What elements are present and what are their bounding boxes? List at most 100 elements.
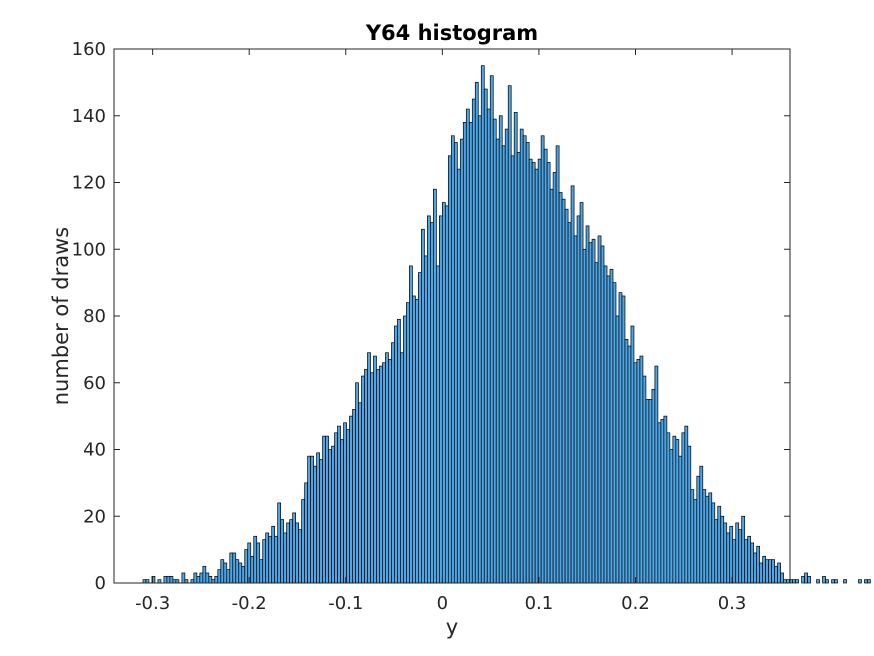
histogram-bar [633, 362, 638, 584]
histogram-bar [684, 425, 689, 584]
histogram-bar [259, 559, 264, 584]
y-tick-label: 0 [95, 573, 106, 594]
histogram-bar [777, 562, 781, 584]
histogram-bar [807, 575, 811, 584]
histogram-bar [609, 268, 614, 584]
histogram-bar [795, 579, 799, 584]
histogram-bar [456, 168, 461, 584]
histogram-bar [265, 532, 270, 584]
histogram-bar [477, 115, 482, 584]
histogram-bar [373, 355, 377, 584]
histogram-bar [753, 552, 758, 584]
histogram-bar [430, 222, 434, 584]
chart-title: Y64 histogram [365, 21, 538, 45]
histogram-bar [163, 575, 168, 584]
histogram-bar [771, 559, 775, 584]
histogram-bar [157, 579, 162, 584]
y-axis-ticks: 0 20 40 60 80 100 120 140 160 [72, 39, 790, 594]
histogram-bar [825, 579, 829, 584]
histogram-bar [220, 559, 225, 584]
histogram-bar [756, 545, 761, 584]
histogram-bar [328, 449, 332, 584]
histogram-bar [379, 365, 383, 584]
histogram-bar [459, 138, 464, 584]
histogram-bar [648, 399, 653, 584]
histogram-bar [316, 452, 320, 584]
histogram-bar [412, 295, 416, 584]
histogram-bar [525, 142, 530, 584]
histogram-bar [415, 298, 419, 584]
histogram-bar [570, 185, 575, 584]
x-tick-label: 0 [437, 593, 448, 614]
histogram-bar [364, 369, 368, 584]
histogram-bar [843, 579, 847, 584]
histogram-bar [492, 118, 497, 584]
histogram-bar [834, 579, 838, 584]
histogram-bar [346, 429, 350, 584]
histogram-bar [858, 579, 862, 584]
histogram-bar [325, 435, 329, 584]
histogram-bar [274, 535, 279, 584]
x-axis-label: y [446, 615, 458, 639]
histogram-bar [645, 399, 650, 584]
histogram-bar [370, 372, 374, 584]
histogram-bar [286, 522, 291, 584]
histogram-bar [672, 435, 677, 584]
histogram-bar [271, 525, 276, 584]
y-tick-label: 160 [72, 39, 106, 60]
histogram-bar [642, 375, 647, 584]
histogram-bar [690, 489, 695, 584]
histogram-bar [513, 112, 518, 584]
histogram-bar [361, 375, 365, 584]
y-axis-label: number of draws [49, 227, 73, 406]
histogram-bar [735, 522, 740, 584]
histogram-bar [669, 449, 674, 584]
histogram-bar [190, 579, 195, 584]
x-tick-label: 0.1 [525, 593, 554, 614]
histogram-bar [708, 492, 713, 584]
histogram-bar [687, 445, 692, 584]
histogram-bar [582, 248, 587, 584]
histogram-bar [762, 555, 767, 584]
histogram-bar [358, 402, 362, 584]
y-tick-label: 80 [83, 306, 106, 327]
histogram-bar [268, 535, 273, 584]
x-tick-label: -0.1 [328, 593, 363, 614]
histogram-bar [403, 315, 407, 584]
histogram-bar [714, 519, 719, 584]
histogram-bar [621, 295, 626, 584]
y-tick-label: 40 [83, 440, 106, 461]
histogram-bar [567, 222, 572, 584]
histogram-bar [253, 535, 258, 584]
histogram-bar [546, 162, 551, 584]
histogram-bar [202, 565, 207, 584]
histogram-bar [591, 238, 596, 584]
histogram-bar [196, 575, 201, 584]
histogram-bar [831, 579, 835, 584]
y-tick-label: 120 [72, 173, 106, 194]
histogram-bar [391, 342, 395, 584]
histogram-bar [376, 369, 380, 584]
histogram-bar [447, 155, 452, 584]
histogram-bar [618, 292, 623, 584]
histogram-bar [241, 565, 246, 584]
histogram-bar [169, 575, 174, 584]
histogram-bar [331, 445, 335, 584]
histogram-bar [774, 565, 778, 584]
histogram-bar [184, 579, 189, 584]
histogram-bar [483, 88, 488, 584]
histogram-bar [444, 205, 449, 584]
histogram-bar [480, 65, 485, 584]
histogram-bar [654, 365, 659, 584]
histogram-bar [549, 188, 554, 584]
histogram-bar [340, 439, 344, 584]
histogram-bar [427, 215, 431, 584]
histogram-bar [564, 208, 569, 584]
histogram-bar [367, 352, 371, 584]
histogram-bar [867, 579, 871, 584]
histogram-bar [175, 579, 180, 584]
histogram-bar [729, 525, 734, 584]
histogram-bar [552, 172, 557, 584]
histogram-bar [783, 579, 787, 584]
histogram-bar [208, 575, 213, 584]
